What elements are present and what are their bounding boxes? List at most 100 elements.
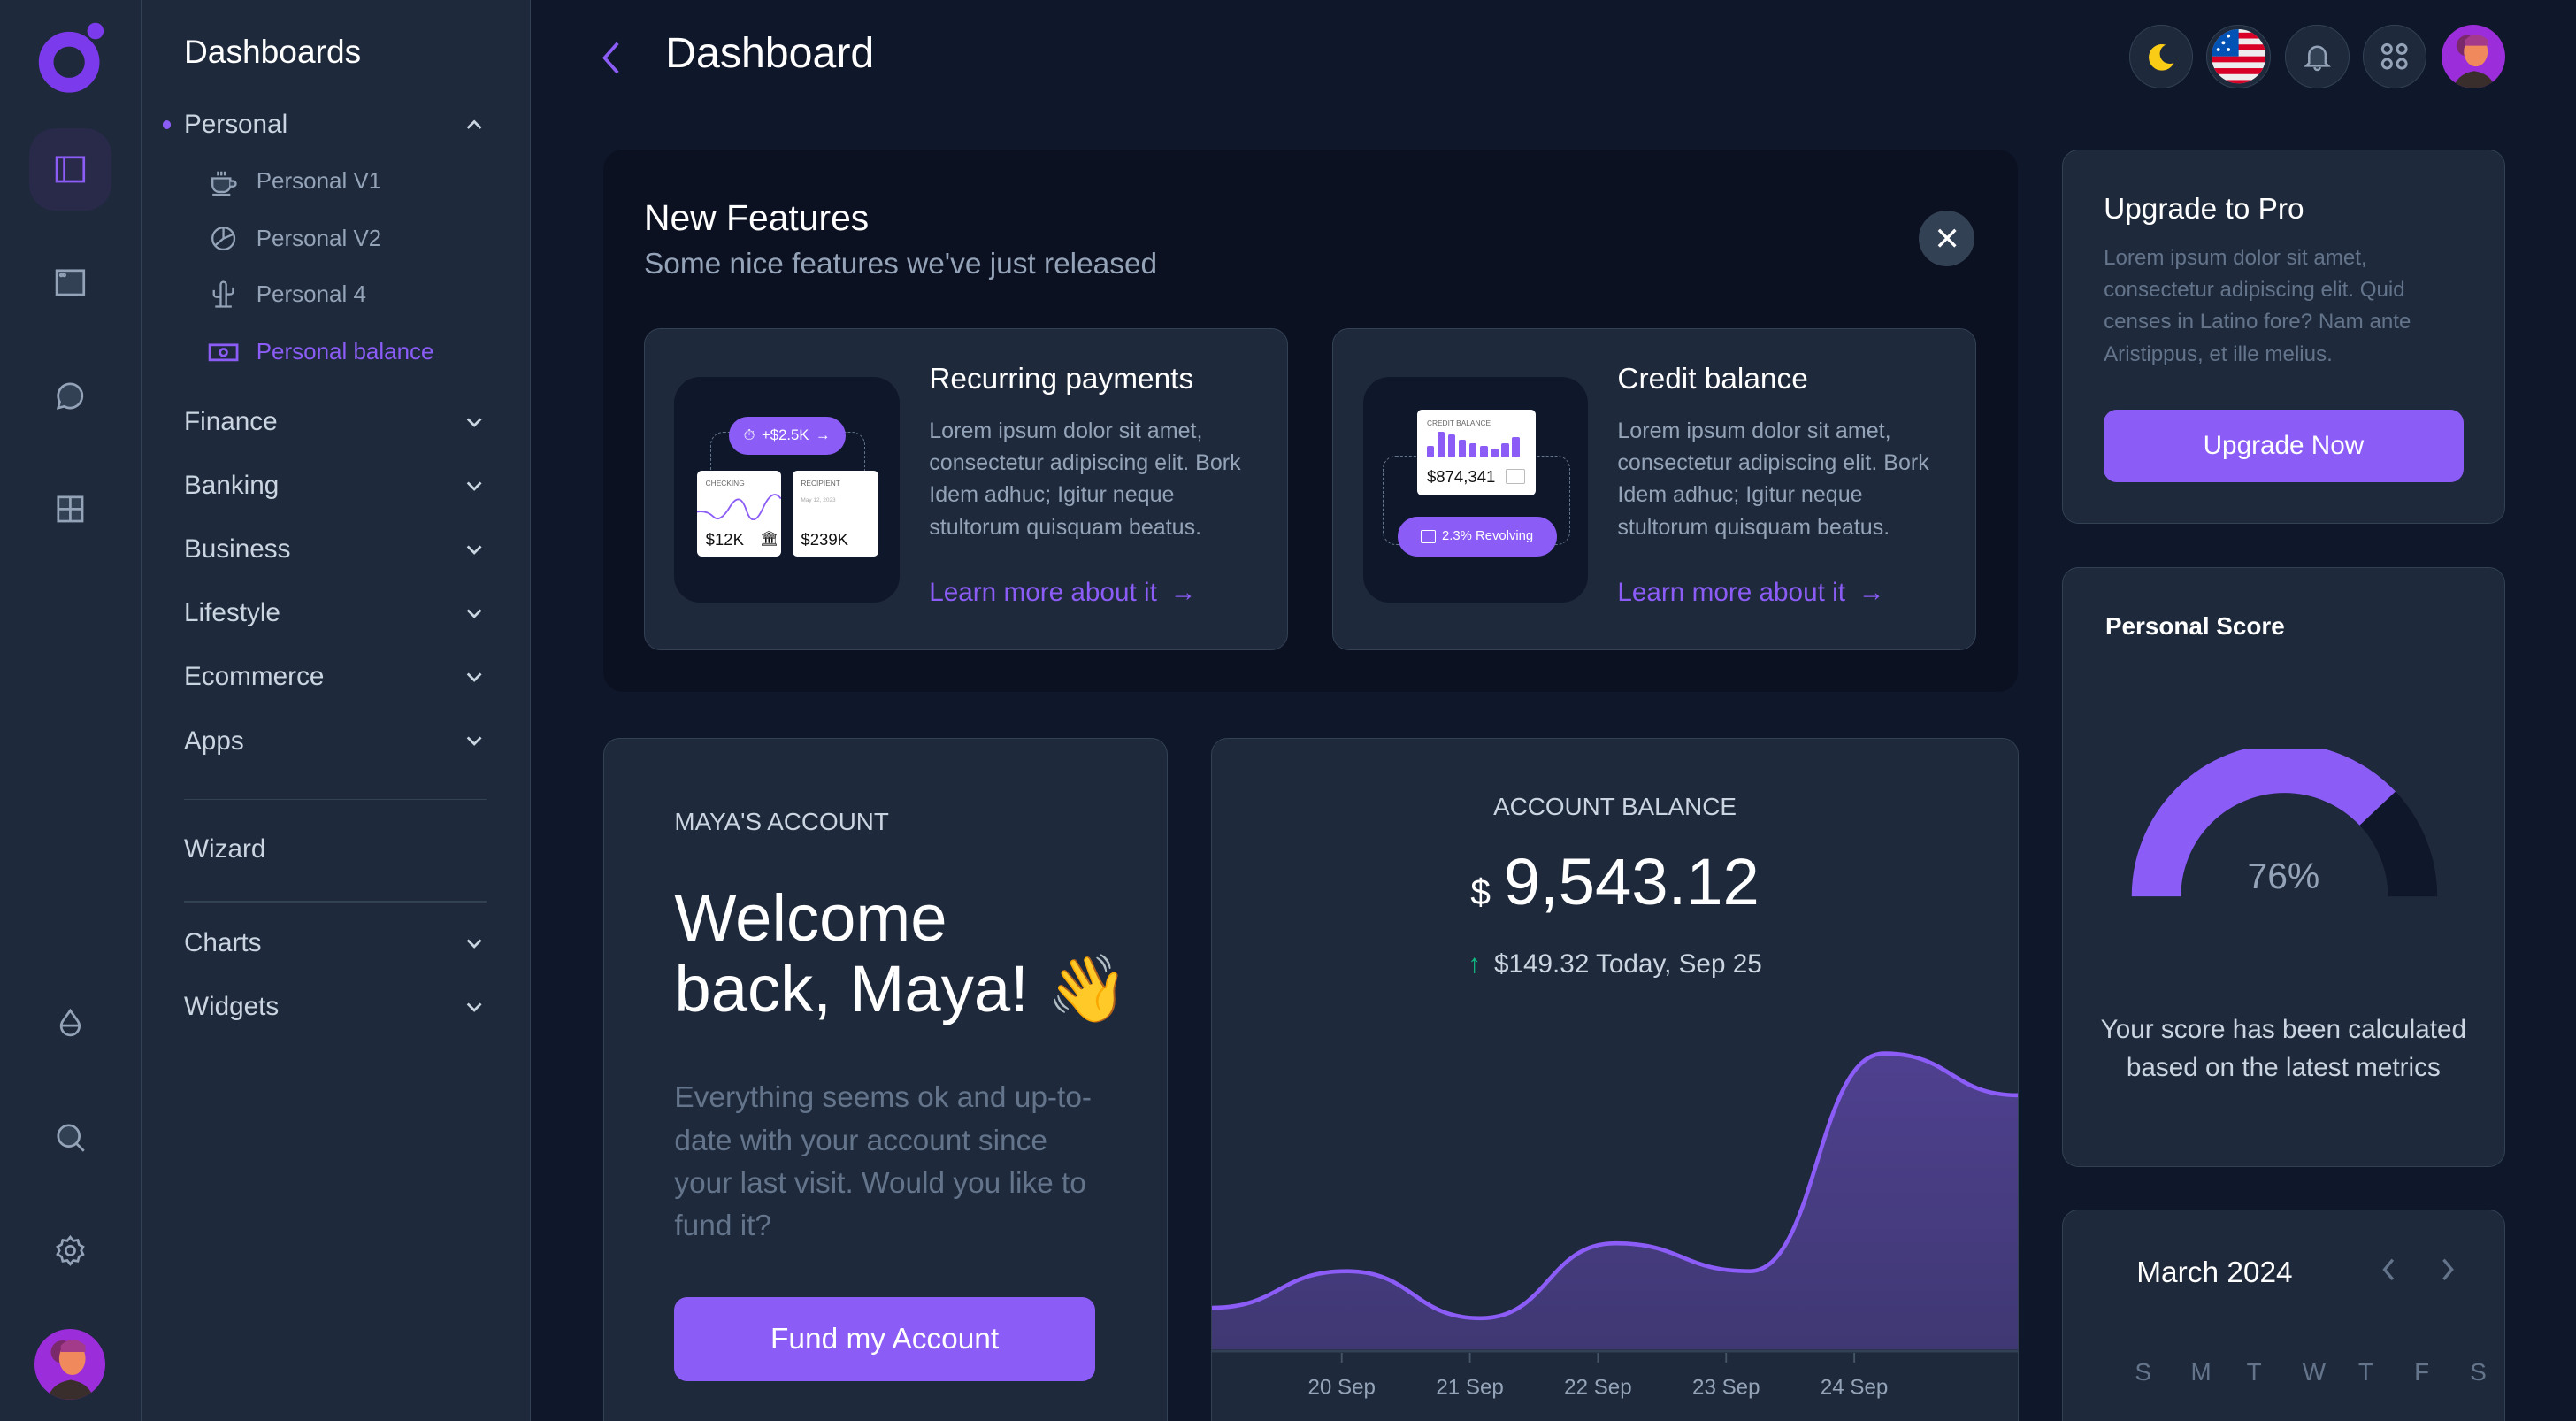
x-tick-label: 20 Sep xyxy=(1307,1376,1375,1400)
sidebar-item-ecommerce[interactable]: Ecommerce xyxy=(184,657,484,697)
balance-card: ACCOUNT BALANCE $9,543.12 ↑ $149.32 Today… xyxy=(1210,737,2020,1421)
recipient-card: RECIPIENT May 12, 2023 $239K xyxy=(793,471,878,557)
sidebar-item-label: Personal V2 xyxy=(256,224,382,251)
feature-card-credit: CREDIT BALANCE $874,341 2.3% Revolving C… xyxy=(1332,328,1977,651)
sidebar-item-widgets[interactable]: Widgets xyxy=(184,987,484,1027)
mini-bar xyxy=(1426,446,1435,458)
search-icon[interactable] xyxy=(29,1096,111,1179)
sidebar-item-wizard[interactable]: Wizard xyxy=(184,830,484,870)
sidebar-title: Dashboards xyxy=(183,33,362,71)
link-text: Learn more about it xyxy=(1617,577,1845,607)
gauge-fill xyxy=(2131,748,2438,897)
chevron-down-icon xyxy=(466,672,482,683)
weekday-label: S xyxy=(2470,1357,2487,1386)
amount-value: 9,543.12 xyxy=(1503,844,1760,918)
next-month-icon[interactable] xyxy=(2437,1256,2457,1283)
mini-bar xyxy=(1491,449,1499,458)
upgrade-now-button[interactable]: Upgrade Now xyxy=(2104,410,2464,483)
prev-month-icon[interactable] xyxy=(2380,1256,2399,1283)
sidebar-item-charts[interactable]: Charts xyxy=(184,924,484,964)
chevron-down-icon xyxy=(466,939,482,949)
chevron-down-icon xyxy=(466,418,482,427)
arrow-right-icon: → xyxy=(815,426,831,444)
grid-icon[interactable] xyxy=(29,468,111,550)
close-icon xyxy=(1937,228,1957,248)
avatar[interactable] xyxy=(2441,24,2506,89)
recurring-illustration: ⏱ +$2.5K → CHECKING $12K 🏛 RECIPIENT May 1… xyxy=(674,377,900,603)
back-chevron-icon[interactable] xyxy=(598,40,625,76)
features-title: New Features xyxy=(643,196,870,238)
welcome-line: Welcome xyxy=(674,881,947,956)
mini-line-chart xyxy=(697,494,782,520)
chat-icon[interactable] xyxy=(29,355,111,437)
mini-bar xyxy=(1501,442,1509,458)
amount-pill: ⏱ +$2.5K → xyxy=(728,416,846,455)
balance-change: ↑ $149.32 Today, Sep 25 xyxy=(1212,949,2019,979)
icon-rail xyxy=(0,0,142,1421)
learn-more-link[interactable]: Learn more about it → xyxy=(929,578,1196,608)
arrow-right-icon: → xyxy=(1169,577,1197,607)
chevron-down-icon xyxy=(466,609,482,619)
avatar[interactable] xyxy=(34,1329,105,1401)
logo[interactable] xyxy=(36,19,109,102)
account-card: MAYA'S ACCOUNT Welcome back, Maya! 👋 Eve… xyxy=(602,737,1169,1421)
timer-icon: ⏱ xyxy=(743,426,755,444)
card-label: RECIPIENT xyxy=(801,479,840,488)
revolving-pill: 2.3% Revolving xyxy=(1397,517,1557,557)
sidebar-item-label: Personal balance xyxy=(256,337,434,365)
sidebar-item-personal-balance[interactable]: Personal balance xyxy=(207,334,434,370)
link-text: Learn more about it xyxy=(929,577,1157,607)
sidebar-item-personal-v2[interactable]: Personal V2 xyxy=(207,220,381,257)
moon-icon[interactable] xyxy=(2128,24,2194,89)
sidebar-item-personal-4[interactable]: Personal 4 xyxy=(207,276,366,312)
sidebar-item-business[interactable]: Business xyxy=(184,530,484,570)
checking-card: CHECKING $12K 🏛 xyxy=(697,471,782,557)
window-icon[interactable] xyxy=(29,242,111,324)
weekday-label: S xyxy=(2135,1357,2151,1386)
weekday-label: T xyxy=(2246,1357,2262,1386)
weekday-label: M xyxy=(2190,1357,2212,1386)
sidebar-item-personal[interactable]: Personal xyxy=(162,105,484,145)
bell-icon[interactable] xyxy=(2285,24,2350,89)
balance-label: ACCOUNT BALANCE xyxy=(1493,793,1736,821)
card-value: $874,341 xyxy=(1426,467,1496,487)
feature-card-recurring: ⏱ +$2.5K → CHECKING $12K 🏛 RECIPIENT May 1… xyxy=(643,328,1288,651)
learn-more-link[interactable]: Learn more about it → xyxy=(1617,578,1884,608)
us-flag-icon[interactable] xyxy=(2206,24,2271,89)
droplet-icon[interactable] xyxy=(29,983,111,1065)
mini-bar xyxy=(1512,437,1520,458)
score-text: Your score has been calculated based on … xyxy=(2100,1015,2467,1082)
weekday-label: F xyxy=(2414,1357,2430,1386)
chevron-down-icon xyxy=(466,1002,482,1013)
upgrade-title: Upgrade to Pro xyxy=(2104,193,2304,227)
active-dot xyxy=(162,120,172,129)
fund-account-button[interactable]: Fund my Account xyxy=(674,1297,1095,1381)
x-tick-label: 24 Sep xyxy=(1821,1376,1888,1400)
layout-sidebar-icon[interactable] xyxy=(29,127,112,211)
score-title: Personal Score xyxy=(2104,611,2285,640)
apps-icon[interactable] xyxy=(2362,24,2426,89)
change-text: $149.32 Today, Sep 25 xyxy=(1493,949,1762,979)
feature-title: Credit balance xyxy=(1617,362,1808,396)
gear-icon[interactable] xyxy=(29,1210,111,1292)
score-value: 76% xyxy=(2247,855,2320,896)
welcome-heading: Welcome back, Maya! 👋 xyxy=(674,883,1128,1025)
sidebar-item-label: Wizard xyxy=(183,834,266,864)
mini-bar xyxy=(1437,431,1445,458)
sidebar-item-apps[interactable]: Apps xyxy=(184,721,484,761)
x-tick-label: 21 Sep xyxy=(1436,1376,1503,1400)
sidebar-item-banking[interactable]: Banking xyxy=(184,466,484,506)
chevron-down-icon xyxy=(466,736,482,747)
x-tick-label: 22 Sep xyxy=(1564,1376,1631,1400)
chevron-down-icon xyxy=(466,545,482,556)
close-button[interactable] xyxy=(1919,210,1975,266)
mini-bar xyxy=(1459,440,1467,458)
feature-body: Lorem ipsum dolor sit amet, consectetur … xyxy=(1617,418,1929,540)
sidebar-item-finance[interactable]: Finance xyxy=(184,403,484,442)
card-label: CHECKING xyxy=(705,479,745,488)
sidebar-item-label: Personal 4 xyxy=(256,280,366,307)
currency-symbol: $ xyxy=(1470,871,1491,912)
sidebar-item-lifestyle[interactable]: Lifestyle xyxy=(184,594,484,634)
personal-score-card: Personal Score 76% Your score has been c… xyxy=(2061,566,2506,1167)
sidebar-item-personal-v1[interactable]: Personal V1 xyxy=(207,163,381,199)
